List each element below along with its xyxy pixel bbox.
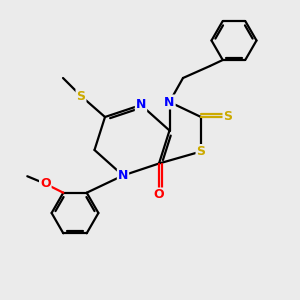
- Text: O: O: [154, 188, 164, 202]
- Text: N: N: [118, 169, 128, 182]
- Text: S: S: [224, 110, 232, 124]
- Text: N: N: [136, 98, 146, 112]
- Text: S: S: [76, 89, 85, 103]
- Text: N: N: [164, 95, 175, 109]
- Text: O: O: [40, 177, 51, 190]
- Text: S: S: [196, 145, 206, 158]
